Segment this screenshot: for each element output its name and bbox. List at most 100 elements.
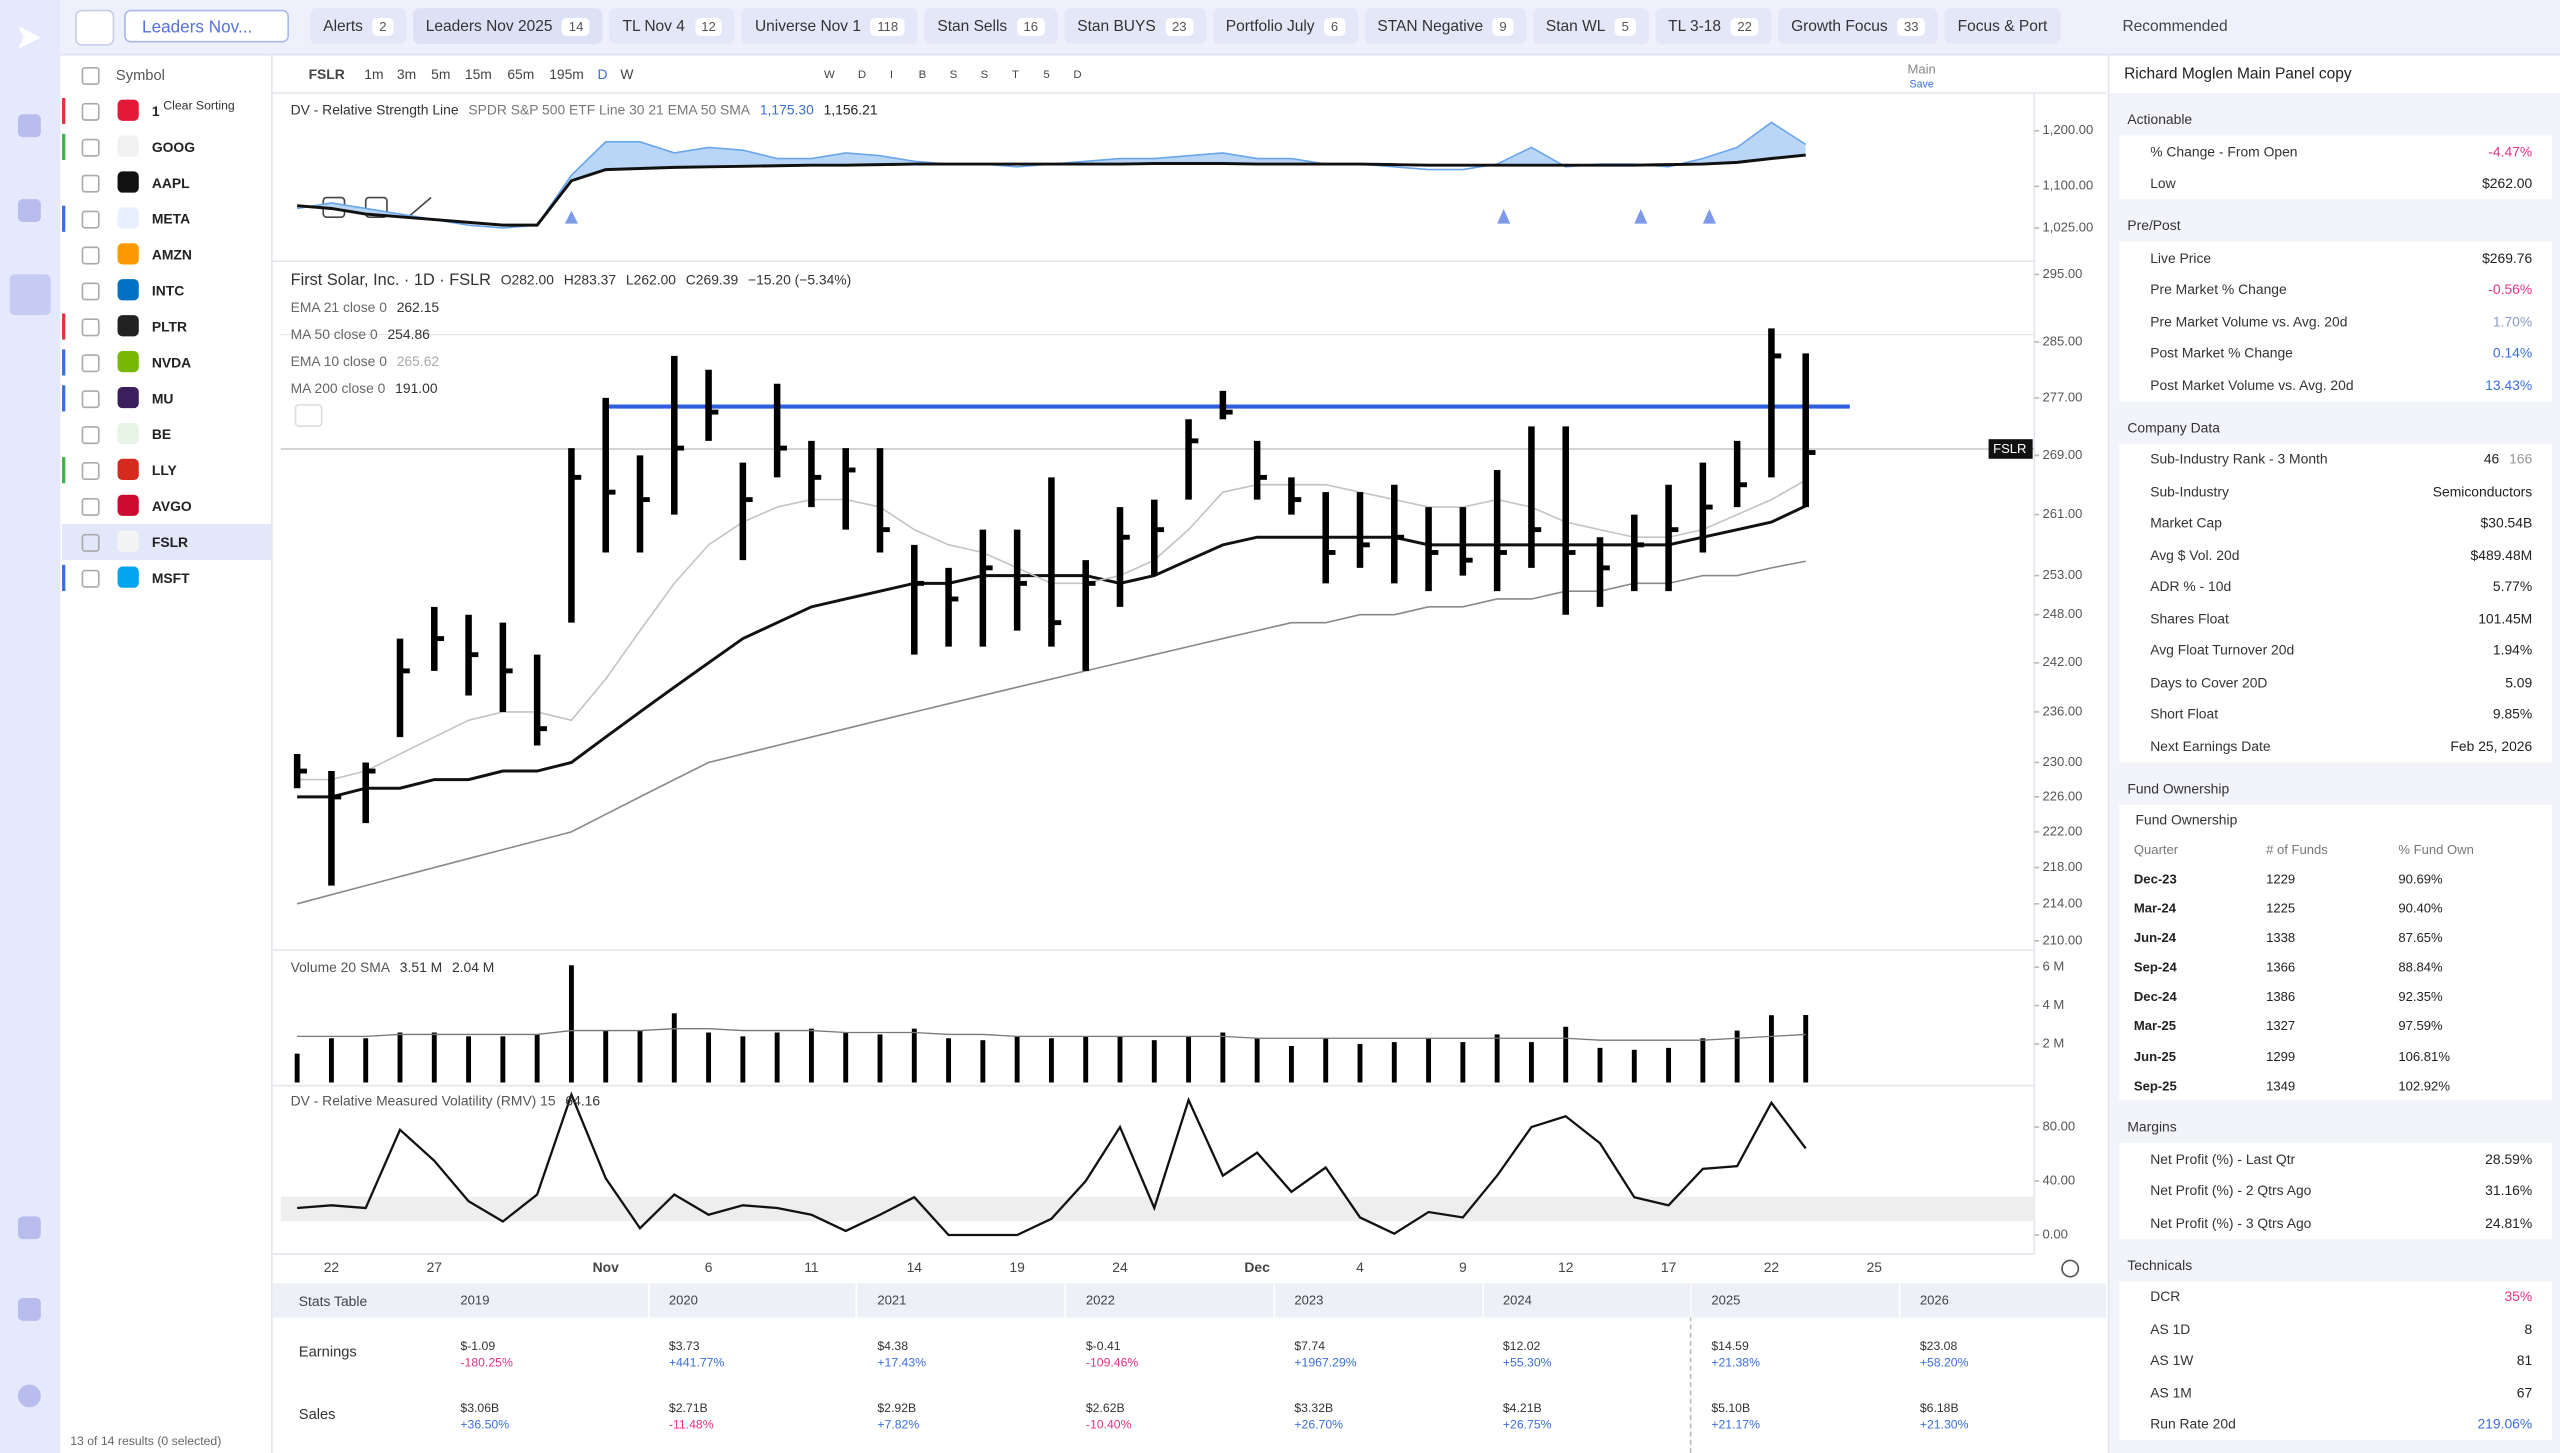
data-row: DCR 35% bbox=[2119, 1280, 2552, 1313]
row-value: 0.14% bbox=[2493, 345, 2532, 361]
tab[interactable]: Stan BUYS 23 bbox=[1064, 8, 1207, 45]
cell-change: +26.70% bbox=[1294, 1417, 1344, 1432]
watchlist-row[interactable]: MU bbox=[62, 380, 271, 416]
watchlist-row[interactable]: META bbox=[62, 201, 271, 237]
row-label: Net Profit (%) - Last Qtr bbox=[2150, 1150, 2296, 1167]
watchlist: Symbol 1 GOOG AAPL META AMZN INTC PLTR NVDA MU BE… bbox=[62, 55, 273, 1453]
nav-icon[interactable] bbox=[17, 114, 41, 138]
volume-bar bbox=[808, 1028, 814, 1083]
collapse-button[interactable] bbox=[294, 404, 323, 427]
tab[interactable]: Alerts 2 bbox=[310, 8, 407, 45]
volume-bar bbox=[1700, 1038, 1706, 1083]
y-tick-label: 261.00 bbox=[2042, 506, 2082, 521]
checkbox[interactable] bbox=[81, 174, 100, 193]
nav-icon-active[interactable] bbox=[9, 274, 51, 316]
cell-change: -180.25% bbox=[460, 1355, 513, 1370]
tab[interactable]: Universe Nov 1 118 bbox=[741, 8, 918, 45]
checkbox[interactable] bbox=[81, 102, 100, 121]
tab[interactable]: Portfolio July 6 bbox=[1212, 8, 1358, 45]
checkbox[interactable] bbox=[81, 138, 100, 157]
tab[interactable]: Stan Sells 16 bbox=[924, 8, 1058, 45]
checkbox[interactable] bbox=[81, 497, 100, 516]
watchlist-row[interactable]: FSLR bbox=[62, 524, 272, 560]
column-header: Symbol bbox=[115, 66, 165, 84]
watchlist-row[interactable]: GOOG bbox=[62, 129, 271, 165]
checkbox[interactable] bbox=[81, 462, 100, 480]
checkbox[interactable] bbox=[81, 66, 100, 85]
row-label: DCR bbox=[2150, 1288, 2181, 1305]
year: 2022 bbox=[1085, 1293, 1115, 1308]
watchlist-row[interactable]: MSFT bbox=[62, 560, 271, 596]
tab-count: 118 bbox=[870, 17, 905, 36]
cell-change: -10.40% bbox=[1085, 1417, 1132, 1432]
watchlist-row[interactable]: BE bbox=[62, 416, 271, 452]
watchlist-row[interactable]: AVGO bbox=[62, 488, 271, 524]
checkbox[interactable] bbox=[81, 569, 100, 588]
cell: 1386 bbox=[2266, 989, 2296, 1005]
cell-change: +7.82% bbox=[877, 1417, 920, 1432]
watchlist-row[interactable]: NVDA bbox=[62, 344, 271, 380]
data-row: ADR % - 10d 5.77% bbox=[2119, 570, 2552, 603]
settings-icon[interactable] bbox=[2061, 1259, 2080, 1278]
row-value: 219.06% bbox=[2477, 1416, 2532, 1432]
cell-value: $4.38 bbox=[877, 1338, 909, 1354]
y-tick-label: 80.00 bbox=[2042, 1118, 2075, 1133]
watchlist-row[interactable]: AMZN bbox=[62, 237, 271, 273]
data-row: Run Rate 20d 219.06% bbox=[2119, 1408, 2552, 1440]
top-bar: Leaders Nov... Alerts 2 Leaders Nov 2025 14… bbox=[60, 0, 2560, 56]
watchlist-row[interactable]: PLTR bbox=[62, 309, 271, 345]
watchlist-row[interactable]: LLY bbox=[62, 452, 271, 488]
tab-count: 6 bbox=[1324, 17, 1345, 36]
panel-title[interactable]: Richard Moglen Main Panel copy bbox=[2109, 55, 2560, 94]
checkbox[interactable] bbox=[81, 354, 100, 373]
symbol-icon bbox=[117, 171, 139, 193]
sort-dropdown[interactable]: Recommended bbox=[2122, 17, 2228, 36]
checkbox[interactable] bbox=[81, 426, 100, 445]
volume-bar bbox=[1357, 1044, 1363, 1083]
tool-icon[interactable] bbox=[364, 196, 388, 218]
table-row: Jun-24 1338 87.65% bbox=[2119, 922, 2552, 952]
watchlist-row[interactable]: AAPL bbox=[62, 165, 271, 201]
watchlist-row[interactable]: 1 bbox=[62, 93, 271, 129]
cell-value: $2.62B bbox=[1085, 1400, 1125, 1416]
cell-change: -11.48% bbox=[668, 1417, 714, 1432]
tab[interactable]: Leaders Nov 2025 14 bbox=[412, 8, 603, 45]
y-tick-label: 248.00 bbox=[2042, 606, 2082, 621]
price-flag-label: FSLR bbox=[1993, 441, 2026, 456]
symbol-icon bbox=[117, 315, 139, 337]
checkbox[interactable] bbox=[81, 318, 100, 337]
toolbar-item: W bbox=[620, 66, 634, 82]
nav-icon[interactable] bbox=[17, 1384, 41, 1408]
checkbox[interactable] bbox=[81, 533, 100, 552]
watchlist-dropdown[interactable]: Leaders Nov... bbox=[124, 9, 289, 43]
tab[interactable]: STAN Negative 9 bbox=[1364, 8, 1527, 45]
watchlist-row[interactable]: INTC bbox=[62, 273, 271, 309]
row-value: 13.43% bbox=[2485, 377, 2532, 393]
cell-value: $3.06B bbox=[460, 1400, 500, 1416]
volume-bar bbox=[363, 1038, 369, 1083]
tab[interactable]: Growth Focus 33 bbox=[1778, 8, 1939, 45]
checkbox[interactable] bbox=[81, 390, 100, 409]
tab[interactable]: Stan WL 5 bbox=[1532, 8, 1649, 45]
nav-icon[interactable] bbox=[17, 1297, 41, 1321]
checkbox[interactable] bbox=[81, 246, 100, 265]
legend-text: 2.04 M bbox=[452, 959, 494, 975]
cell-value: $23.08 bbox=[1919, 1338, 1958, 1354]
data-row: Avg $ Vol. 20d $489.48M bbox=[2119, 538, 2552, 571]
tab[interactable]: TL Nov 4 12 bbox=[609, 8, 736, 45]
rmv-line bbox=[297, 1091, 1807, 1237]
row-value: $262.00 bbox=[2482, 175, 2532, 191]
tab[interactable]: Focus & Port bbox=[1944, 8, 2061, 45]
nav-icon[interactable] bbox=[17, 1216, 41, 1240]
tab[interactable]: TL 3-18 22 bbox=[1655, 8, 1772, 45]
tool-icon[interactable] bbox=[407, 196, 432, 218]
nav-icon[interactable] bbox=[17, 199, 41, 223]
year: 2019 bbox=[460, 1293, 490, 1308]
x-tick-label: 4 bbox=[1356, 1259, 1364, 1275]
cell-value: $-0.41 bbox=[1085, 1338, 1121, 1354]
search-button[interactable] bbox=[75, 9, 115, 46]
data-row: Post Market Volume vs. Avg. 20d 13.43% bbox=[2119, 368, 2552, 401]
checkbox[interactable] bbox=[81, 210, 100, 229]
checkbox[interactable] bbox=[81, 282, 100, 301]
column-header: Quarter bbox=[2133, 841, 2179, 857]
